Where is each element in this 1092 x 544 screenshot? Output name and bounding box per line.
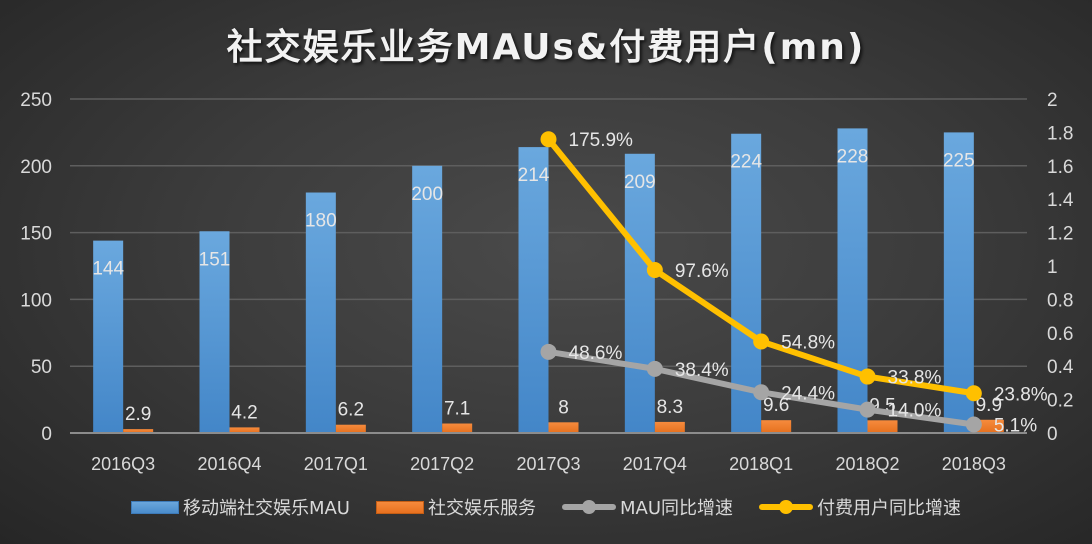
bar-service[interactable] bbox=[761, 420, 792, 433]
bar-mau[interactable] bbox=[943, 132, 974, 433]
bar-mau[interactable] bbox=[305, 192, 336, 433]
bar-mau[interactable] bbox=[412, 165, 443, 434]
y-left-tick-label: 50 bbox=[31, 357, 52, 378]
legend-label: 移动端社交娱乐MAU bbox=[182, 498, 350, 519]
bar-service[interactable] bbox=[123, 429, 154, 433]
line-marker[interactable] bbox=[753, 384, 770, 401]
line-data-label: 14.0% bbox=[888, 401, 942, 422]
bar-mau-label: 214 bbox=[518, 165, 550, 186]
legend: 移动端社交娱乐MAU 社交娱乐服务 MAU同比增速 付费用户同比增速 bbox=[0, 494, 1092, 520]
line-marker[interactable] bbox=[965, 416, 982, 433]
x-tick-label: 2018Q3 bbox=[942, 454, 1006, 474]
line-data-label: 23.8% bbox=[994, 384, 1048, 405]
x-tick-label: 2017Q2 bbox=[410, 454, 474, 474]
bar-service[interactable] bbox=[654, 421, 685, 433]
x-tick-label: 2017Q1 bbox=[304, 454, 368, 474]
line-marker[interactable] bbox=[859, 368, 876, 385]
line-data-label: 5.1% bbox=[994, 415, 1037, 436]
bar-mau-label: 228 bbox=[837, 146, 869, 167]
bar-service[interactable] bbox=[442, 423, 473, 433]
legend-swatch-yellow-line-icon bbox=[759, 497, 814, 517]
bar-service-label: 8.3 bbox=[657, 397, 683, 418]
bar-mau[interactable] bbox=[199, 231, 230, 433]
x-tick-label: 2018Q2 bbox=[835, 454, 899, 474]
y-right-tick-label: 1.8 bbox=[1047, 123, 1073, 144]
x-tick-label: 2017Q3 bbox=[516, 454, 580, 474]
line-data-label: 54.8% bbox=[781, 332, 835, 353]
line-marker[interactable] bbox=[859, 401, 876, 418]
bar-mau-label: 209 bbox=[624, 172, 656, 193]
bar-mau[interactable] bbox=[518, 147, 549, 433]
legend-item-service[interactable]: 社交娱乐服务 bbox=[376, 494, 536, 520]
y-right-tick-label: 0.2 bbox=[1047, 391, 1073, 412]
bar-mau-label: 180 bbox=[305, 211, 337, 232]
y-right-tick-label: 1.4 bbox=[1047, 190, 1074, 211]
bar-service-label: 9.6 bbox=[763, 395, 789, 416]
x-tick-label: 2016Q4 bbox=[197, 454, 261, 474]
legend-label: 社交娱乐服务 bbox=[428, 498, 536, 519]
y-right-tick-label: 1.2 bbox=[1047, 224, 1073, 245]
legend-item-paid-growth[interactable]: 付费用户同比增速 bbox=[759, 494, 961, 520]
bar-mau-label: 224 bbox=[730, 152, 762, 173]
line-marker[interactable] bbox=[540, 131, 557, 148]
legend-label: MAU同比增速 bbox=[620, 498, 734, 519]
bar-service-label: 7.1 bbox=[444, 399, 470, 420]
y-right-tick-label: 1.6 bbox=[1047, 157, 1073, 178]
y-right-tick-label: 0.6 bbox=[1047, 324, 1073, 345]
legend-swatch-gray-line-icon bbox=[562, 497, 616, 517]
bar-service-label: 6.2 bbox=[338, 400, 364, 421]
bar-service-label: 2.9 bbox=[125, 404, 151, 425]
legend-swatch-blue-bar-icon bbox=[130, 500, 179, 514]
line-data-label: 48.6% bbox=[569, 343, 623, 364]
bar-service[interactable] bbox=[548, 422, 579, 433]
legend-label: 付费用户同比增速 bbox=[817, 498, 962, 519]
y-right-tick-label: 0 bbox=[1047, 424, 1058, 445]
legend-item-mau[interactable]: 移动端社交娱乐MAU bbox=[130, 494, 350, 520]
y-right-tick-label: 0.4 bbox=[1047, 357, 1074, 378]
bar-mau[interactable] bbox=[731, 133, 762, 433]
legend-item-mau-growth[interactable]: MAU同比增速 bbox=[562, 494, 733, 520]
y-left-tick-label: 250 bbox=[20, 90, 52, 111]
bar-service[interactable] bbox=[335, 424, 366, 433]
bar-mau[interactable] bbox=[93, 240, 124, 433]
line-data-label: 175.9% bbox=[569, 130, 634, 151]
bar-mau[interactable] bbox=[624, 153, 655, 433]
line-marker[interactable] bbox=[540, 343, 557, 360]
y-right-tick-label: 0.8 bbox=[1047, 290, 1073, 311]
bar-service-label: 8 bbox=[558, 397, 569, 418]
y-left-tick-label: 150 bbox=[20, 224, 52, 245]
y-left-tick-label: 0 bbox=[41, 424, 52, 445]
y-left-tick-label: 200 bbox=[20, 157, 52, 178]
bar-service[interactable] bbox=[229, 427, 260, 433]
line-marker[interactable] bbox=[965, 385, 982, 402]
line-data-label: 97.6% bbox=[675, 261, 729, 282]
line-data-label: 24.4% bbox=[781, 383, 835, 404]
x-tick-label: 2017Q4 bbox=[623, 454, 687, 474]
x-tick-label: 2018Q1 bbox=[729, 454, 793, 474]
bar-service[interactable] bbox=[867, 420, 898, 433]
y-right-tick-label: 2 bbox=[1047, 90, 1058, 111]
bar-mau-label: 144 bbox=[92, 259, 124, 280]
y-left-tick-label: 100 bbox=[20, 290, 52, 311]
x-tick-label: 2016Q3 bbox=[91, 454, 155, 474]
bar-service-label: 9.9 bbox=[976, 395, 1002, 416]
y-right-tick-label: 1 bbox=[1047, 257, 1058, 278]
line-data-label: 33.8% bbox=[888, 368, 942, 389]
bar-mau-label: 151 bbox=[199, 249, 231, 270]
bar-mau-label: 225 bbox=[943, 150, 975, 171]
line-data-label: 38.4% bbox=[675, 360, 729, 381]
line-marker[interactable] bbox=[646, 360, 663, 377]
bar-mau-label: 200 bbox=[411, 184, 443, 205]
legend-swatch-orange-bar-icon bbox=[376, 500, 424, 514]
bar-mau[interactable] bbox=[837, 128, 868, 433]
chart-title: 社交娱乐业务MAUs&付费用户(mn) bbox=[226, 27, 866, 68]
bar-service-label: 4.2 bbox=[231, 402, 257, 423]
line-marker[interactable] bbox=[646, 262, 663, 279]
line-marker[interactable] bbox=[753, 333, 770, 350]
